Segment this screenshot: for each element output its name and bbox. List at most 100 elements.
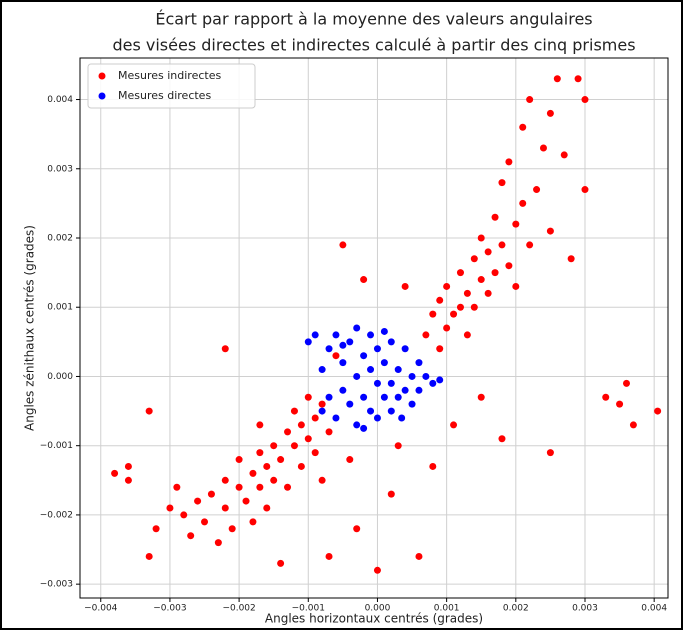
plot-border [79, 57, 669, 599]
point [207, 490, 215, 498]
y-tick-label: 0.003 [47, 164, 73, 174]
point [332, 414, 340, 422]
point [401, 345, 409, 353]
point [221, 345, 229, 353]
legend-box [87, 63, 256, 109]
point [111, 469, 119, 477]
point [574, 75, 582, 83]
point [622, 379, 630, 387]
point [408, 400, 416, 408]
point [124, 462, 132, 470]
point [519, 123, 527, 131]
point [360, 424, 368, 432]
point [505, 262, 513, 270]
point [477, 234, 485, 242]
point [394, 366, 402, 374]
point [187, 532, 195, 540]
point [277, 559, 285, 567]
point [284, 483, 292, 491]
point [602, 393, 610, 401]
point [394, 442, 402, 450]
point [387, 379, 395, 387]
y-axis-label: Angles zénithaux centrés (grades) [23, 225, 37, 431]
point [360, 393, 368, 401]
point [353, 525, 361, 533]
point [401, 386, 409, 394]
x-tick-label: 0.001 [434, 604, 460, 614]
point [325, 552, 333, 560]
x-tick-label: −0.003 [153, 604, 186, 614]
point [380, 359, 388, 367]
point [512, 220, 520, 228]
point [415, 552, 423, 560]
point [422, 331, 430, 339]
point [339, 386, 347, 394]
point [180, 511, 188, 519]
point [505, 158, 513, 166]
point [546, 109, 554, 117]
point [221, 476, 229, 484]
point [526, 96, 534, 104]
point [311, 331, 319, 339]
x-tick-label: −0.004 [84, 604, 118, 614]
point [581, 186, 589, 194]
legend-label: Mesures directes [118, 89, 211, 102]
point [332, 331, 340, 339]
point [443, 282, 451, 290]
legend-marker [98, 92, 106, 100]
point [353, 324, 361, 332]
point [436, 296, 444, 304]
y-tick-label: 0.001 [47, 303, 73, 313]
y-tick-label: −0.002 [40, 510, 73, 520]
point [401, 282, 409, 290]
point [373, 379, 381, 387]
point [498, 179, 506, 187]
point [373, 345, 381, 353]
x-axis-label: Angles horizontaux centrés (grades) [265, 612, 483, 626]
point [339, 359, 347, 367]
point [387, 490, 395, 498]
point [567, 255, 575, 263]
point [346, 400, 354, 408]
point [477, 276, 485, 284]
chart-subtitle: des visées directes et indirectes calcul… [112, 36, 635, 55]
point [380, 393, 388, 401]
point [256, 449, 264, 457]
point [436, 345, 444, 353]
point [318, 407, 326, 415]
point [277, 456, 285, 464]
point [297, 462, 305, 470]
point [304, 393, 312, 401]
y-tick-label: 0.004 [47, 95, 73, 105]
point [470, 255, 478, 263]
x-tick-label: −0.001 [292, 604, 325, 614]
point [484, 248, 492, 256]
point [470, 303, 478, 311]
point [325, 393, 333, 401]
point [256, 483, 264, 491]
point [339, 241, 347, 249]
point [235, 456, 243, 464]
y-tick-label: 0.000 [47, 372, 73, 382]
point [235, 483, 243, 491]
point [429, 379, 437, 387]
y-tick-label: −0.003 [40, 580, 73, 590]
point [456, 303, 464, 311]
point [249, 469, 257, 477]
point [456, 269, 464, 277]
point [581, 96, 589, 104]
x-tick-label: 0.000 [365, 604, 391, 614]
point [484, 289, 492, 297]
point [325, 428, 333, 436]
point [263, 504, 271, 512]
point [491, 213, 499, 221]
x-tick-label: 0.002 [503, 604, 529, 614]
point [546, 449, 554, 457]
point [284, 428, 292, 436]
point [450, 310, 458, 318]
point [290, 442, 298, 450]
legend-marker [98, 72, 106, 80]
point [512, 282, 520, 290]
point [539, 144, 547, 152]
